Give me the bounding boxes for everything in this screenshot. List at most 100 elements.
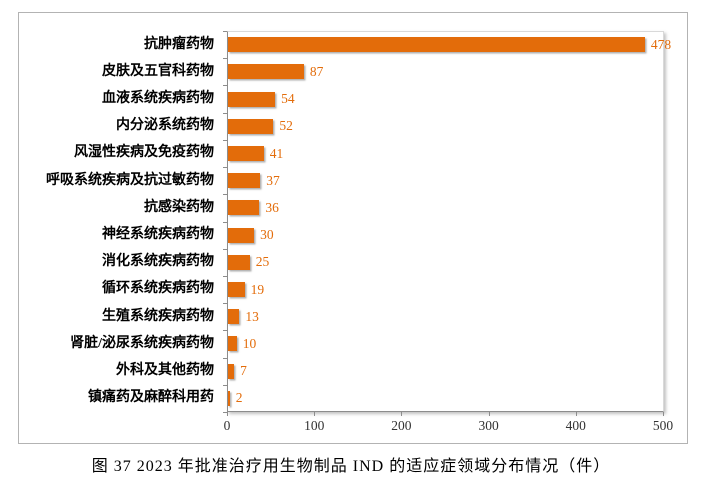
x-axis-tick: [227, 412, 228, 416]
bar: [228, 390, 230, 406]
bar: [228, 281, 245, 297]
x-axis-tick: [575, 412, 577, 416]
bar: [228, 336, 237, 352]
category-label: 镇痛药及麻醉科用药: [88, 390, 214, 406]
y-axis-tick: [223, 412, 227, 413]
bar-rows: 抗肿瘤药物 478 皮肤及五官科药物 87 血液系统疾病药物 54 内分泌系统药物 52 风湿性…: [19, 31, 689, 412]
y-axis-tick: [223, 275, 227, 277]
bar-track: 19: [221, 276, 689, 303]
y-axis-tick: [223, 384, 227, 386]
value-label: 7: [240, 363, 247, 379]
value-label: 41: [269, 145, 284, 161]
value-label: 25: [255, 254, 270, 270]
bar: [228, 254, 250, 270]
y-axis-tick: [223, 221, 227, 223]
value-label: 10: [242, 336, 257, 352]
bar-track: 87: [221, 58, 689, 85]
value-label: 13: [245, 308, 259, 324]
x-axis-tick-label: 500: [652, 418, 674, 433]
bar: [228, 91, 276, 107]
bar-track: 25: [221, 249, 689, 276]
bar-row: 循环系统疾病药物 19: [19, 276, 689, 303]
x-axis-tick-label: 100: [304, 418, 325, 433]
value-label: 36: [265, 200, 279, 216]
bar-track: 7: [221, 357, 689, 384]
bar: [228, 37, 645, 53]
bar-track: 478: [221, 31, 689, 58]
bar-track: 36: [221, 194, 689, 221]
category-label: 风湿性疾病及免疫药物: [74, 145, 214, 161]
category-label: 血液系统疾病药物: [102, 91, 214, 106]
y-axis-tick: [223, 194, 227, 196]
bar: [228, 200, 260, 216]
bar: [228, 64, 304, 80]
bar-row: 内分泌系统药物 52: [19, 113, 689, 140]
bar-track: 30: [221, 221, 689, 248]
category-label: 内分泌系统药物: [116, 118, 214, 134]
y-axis-tick: [223, 112, 227, 114]
y-axis-tick: [223, 167, 227, 169]
bar-track: 37: [221, 167, 689, 194]
x-axis-tick: [488, 412, 490, 416]
x-axis-tick-label: 300: [478, 418, 499, 433]
value-label: 30: [260, 227, 274, 243]
value-label: 87: [309, 64, 324, 80]
x-axis-tick: [401, 412, 403, 416]
bar: [228, 173, 261, 189]
figure-caption: 图 37 2023 年批准治疗用生物制品 IND 的适应症领域分布情况（件）: [91, 458, 611, 475]
bar: [228, 363, 235, 379]
bar-track: 41: [221, 140, 689, 167]
y-axis-tick: [223, 58, 227, 60]
plot-area: [227, 31, 664, 412]
bar: [228, 227, 255, 243]
bar-row: 外科及其他药物 7: [19, 357, 689, 384]
x-axis-tick: [314, 412, 316, 416]
bar: [228, 309, 240, 325]
category-label: 肾脏/泌尿系统疾病药物: [70, 335, 214, 351]
y-axis-tick: [223, 303, 227, 305]
bar: [228, 118, 274, 134]
bar-track: 10: [221, 330, 689, 357]
y-axis-tick: [223, 31, 227, 32]
category-label: 抗感染药物: [144, 199, 214, 215]
y-axis-tick: [223, 330, 227, 332]
y-axis-tick: [223, 139, 227, 141]
bar-track: 54: [221, 85, 689, 112]
y-axis-tick: [223, 248, 227, 250]
category-label: 呼吸系统疾病及抗过敏药物: [46, 172, 214, 188]
bar-row: 神经系统疾病药物 30: [19, 221, 689, 248]
value-label: 2: [235, 390, 243, 406]
bar-track: 2: [221, 385, 689, 412]
value-label: 37: [266, 172, 280, 188]
bar-row: 镇痛药及麻醉科用药 2: [19, 385, 689, 412]
bar-row: 风湿性疾病及免疫药物 41: [19, 140, 689, 167]
category-label: 循环系统疾病药物: [102, 281, 214, 297]
bar-track: 52: [221, 113, 689, 140]
x-axis-tick-label: 200: [391, 418, 412, 433]
bar-row: 呼吸系统疾病及抗过敏药物 37: [19, 167, 689, 194]
bar-row: 皮肤及五官科药物 87: [19, 58, 689, 85]
category-label: 神经系统疾病药物: [102, 227, 214, 243]
x-axis-tick-label: 400: [565, 418, 586, 433]
category-label: 抗肿瘤药物: [144, 36, 214, 52]
bar-row: 肾脏/泌尿系统疾病药物 10: [19, 330, 689, 357]
value-label: 19: [250, 281, 265, 297]
y-axis-tick: [223, 357, 227, 359]
bar-track: 13: [221, 303, 689, 330]
figure-chart-box: 抗肿瘤药物 478 皮肤及五官科药物 87 血液系统疾病药物 54 内分泌系统药物 52 风湿性…: [18, 12, 688, 444]
value-label: 54: [281, 91, 295, 107]
y-axis-tick: [223, 85, 227, 87]
category-label: 消化系统疾病药物: [102, 254, 214, 270]
category-label: 外科及其他药物: [116, 363, 214, 379]
x-axis-tick: [663, 412, 664, 416]
value-label: 478: [650, 36, 672, 52]
category-label: 生殖系统疾病药物: [102, 308, 214, 324]
value-label: 52: [279, 118, 293, 134]
bar-row: 抗肿瘤药物 478: [19, 31, 689, 58]
bar-row: 抗感染药物 36: [19, 194, 689, 221]
bar-row: 血液系统疾病药物 54: [19, 85, 689, 112]
bar-row: 消化系统疾病药物 25: [19, 249, 689, 276]
bar: [228, 145, 264, 161]
x-axis-tick-label: 0: [223, 418, 231, 433]
